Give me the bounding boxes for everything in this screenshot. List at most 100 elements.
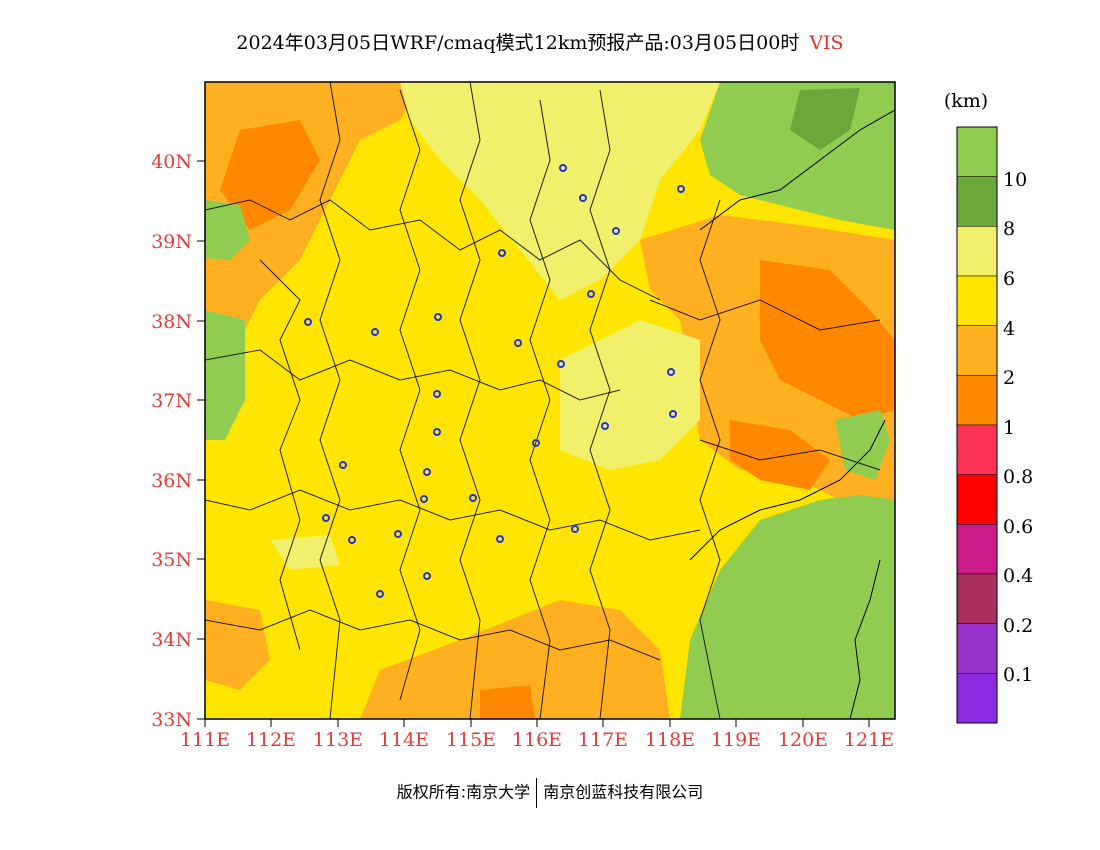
lon-labels: 111E 112E 113E 114E 115E 116E 117E 118E … bbox=[180, 729, 894, 751]
station-marker bbox=[677, 185, 685, 193]
lat-label: 36N bbox=[151, 470, 192, 492]
vis-area-dark-green-northeast bbox=[790, 88, 860, 150]
station-marker bbox=[376, 590, 384, 598]
colorbar-frame bbox=[956, 126, 998, 724]
visibility-map-area bbox=[205, 82, 895, 719]
station-marker bbox=[667, 368, 675, 376]
station-marker bbox=[348, 536, 356, 544]
station-marker bbox=[559, 164, 567, 172]
vis-area-dark-orange-south bbox=[480, 685, 535, 719]
lat-label: 34N bbox=[151, 629, 192, 651]
station-marker bbox=[433, 390, 441, 398]
station-marker bbox=[514, 339, 522, 347]
colorbar-swatch bbox=[956, 573, 998, 624]
lat-label: 38N bbox=[151, 311, 192, 333]
colorbar-swatch bbox=[956, 673, 998, 724]
vis-area-green-bohai-left bbox=[205, 200, 250, 260]
station-marker bbox=[322, 514, 330, 522]
colorbar-swatch bbox=[956, 325, 998, 376]
footer-separator bbox=[536, 778, 538, 808]
lat-label: 37N bbox=[151, 390, 192, 412]
station-marker bbox=[423, 468, 431, 476]
station-marker bbox=[423, 572, 431, 580]
station-marker bbox=[394, 530, 402, 538]
footer-right: 南京创蓝科技有限公司 bbox=[543, 782, 704, 802]
station-marker bbox=[669, 410, 677, 418]
boundary-lines bbox=[205, 82, 881, 719]
variable-name: VIS bbox=[809, 32, 844, 54]
lat-label: 33N bbox=[151, 709, 192, 731]
colorbar-label: 0.2 bbox=[1003, 615, 1033, 637]
station-marker bbox=[339, 461, 347, 469]
colorbar-labels: 10 8 6 4 2 1 0.8 0.6 0.4 0.2 0.1 bbox=[1003, 169, 1033, 686]
station-marker bbox=[469, 494, 477, 502]
station-marker bbox=[498, 249, 506, 257]
lon-label: 114E bbox=[379, 729, 429, 751]
lon-label: 118E bbox=[645, 729, 695, 751]
colorbar-label: 2 bbox=[1003, 367, 1015, 389]
lon-ticks bbox=[204, 719, 870, 727]
lat-labels: 40N 39N 38N 37N 36N 35N 34N 33N bbox=[151, 151, 192, 731]
lat-label: 40N bbox=[151, 151, 192, 173]
colorbar-label: 4 bbox=[1003, 318, 1015, 340]
colorbar-swatch bbox=[956, 524, 998, 575]
station-marker bbox=[496, 535, 504, 543]
colorbar-swatch bbox=[956, 623, 998, 674]
lon-label: 120E bbox=[778, 729, 828, 751]
colorbar-swatch bbox=[956, 474, 998, 525]
colorbar-swatch bbox=[956, 226, 998, 277]
lon-label: 121E bbox=[844, 729, 894, 751]
vis-area-green-shandong-tip bbox=[835, 410, 890, 480]
vis-area-dark-orange-northwest bbox=[220, 120, 320, 230]
vis-area-light-yellow-north bbox=[400, 82, 720, 300]
lon-label: 113E bbox=[313, 729, 363, 751]
vis-area-dark-orange-east bbox=[760, 260, 895, 420]
title-text: 2024年03月05日WRF/cmaq模式12km预报产品:03月05日00时 bbox=[236, 32, 800, 54]
lon-label: 115E bbox=[446, 729, 496, 751]
colorbar-label: 0.1 bbox=[1003, 664, 1033, 686]
colorbar-label: 0.6 bbox=[1003, 516, 1033, 538]
station-markers bbox=[304, 164, 685, 598]
lon-label: 111E bbox=[180, 729, 230, 751]
lon-label: 112E bbox=[246, 729, 296, 751]
station-marker bbox=[612, 227, 620, 235]
lon-label: 116E bbox=[512, 729, 562, 751]
colorbar-swatch bbox=[956, 126, 998, 177]
colorbar-label: 8 bbox=[1003, 218, 1015, 240]
colorbar-label: 0.4 bbox=[1003, 565, 1033, 587]
station-marker bbox=[601, 422, 609, 430]
map-title: 2024年03月05日WRF/cmaq模式12km预报产品:03月05日00时 V… bbox=[0, 28, 1080, 55]
footer-left: 版权所有:南京大学 bbox=[396, 782, 531, 802]
lat-label: 35N bbox=[151, 549, 192, 571]
station-marker bbox=[579, 194, 587, 202]
colorbar-swatch bbox=[956, 275, 998, 326]
station-marker bbox=[433, 428, 441, 436]
coastline bbox=[689, 109, 895, 719]
lon-label: 117E bbox=[578, 729, 628, 751]
colorbar-swatch bbox=[956, 424, 998, 475]
station-marker bbox=[434, 313, 442, 321]
colorbar-swatch bbox=[956, 176, 998, 227]
station-marker bbox=[571, 525, 579, 533]
vis-area-dark-orange-shandong bbox=[730, 420, 830, 490]
station-marker bbox=[420, 495, 428, 503]
station-marker bbox=[371, 328, 379, 336]
copyright-footer: 版权所有:南京大学 南京创蓝科技有限公司 bbox=[0, 778, 1100, 808]
colorbar-label: 0.8 bbox=[1003, 466, 1033, 488]
vis-area-orange-south bbox=[360, 600, 670, 719]
colorbar-label: 6 bbox=[1003, 268, 1015, 290]
station-marker bbox=[532, 439, 540, 447]
station-marker bbox=[557, 360, 565, 368]
station-marker bbox=[304, 318, 312, 326]
station-marker bbox=[587, 290, 595, 298]
lat-label: 39N bbox=[151, 231, 192, 253]
vis-area-green-west bbox=[205, 310, 245, 440]
colorbar-label: 10 bbox=[1003, 169, 1027, 191]
lat-ticks bbox=[197, 160, 205, 720]
colorbar-label: 1 bbox=[1003, 417, 1015, 439]
lon-label: 119E bbox=[711, 729, 761, 751]
colorbar-swatch bbox=[956, 375, 998, 426]
colorbar bbox=[956, 126, 998, 724]
vis-area-light-yellow-west bbox=[270, 535, 340, 570]
